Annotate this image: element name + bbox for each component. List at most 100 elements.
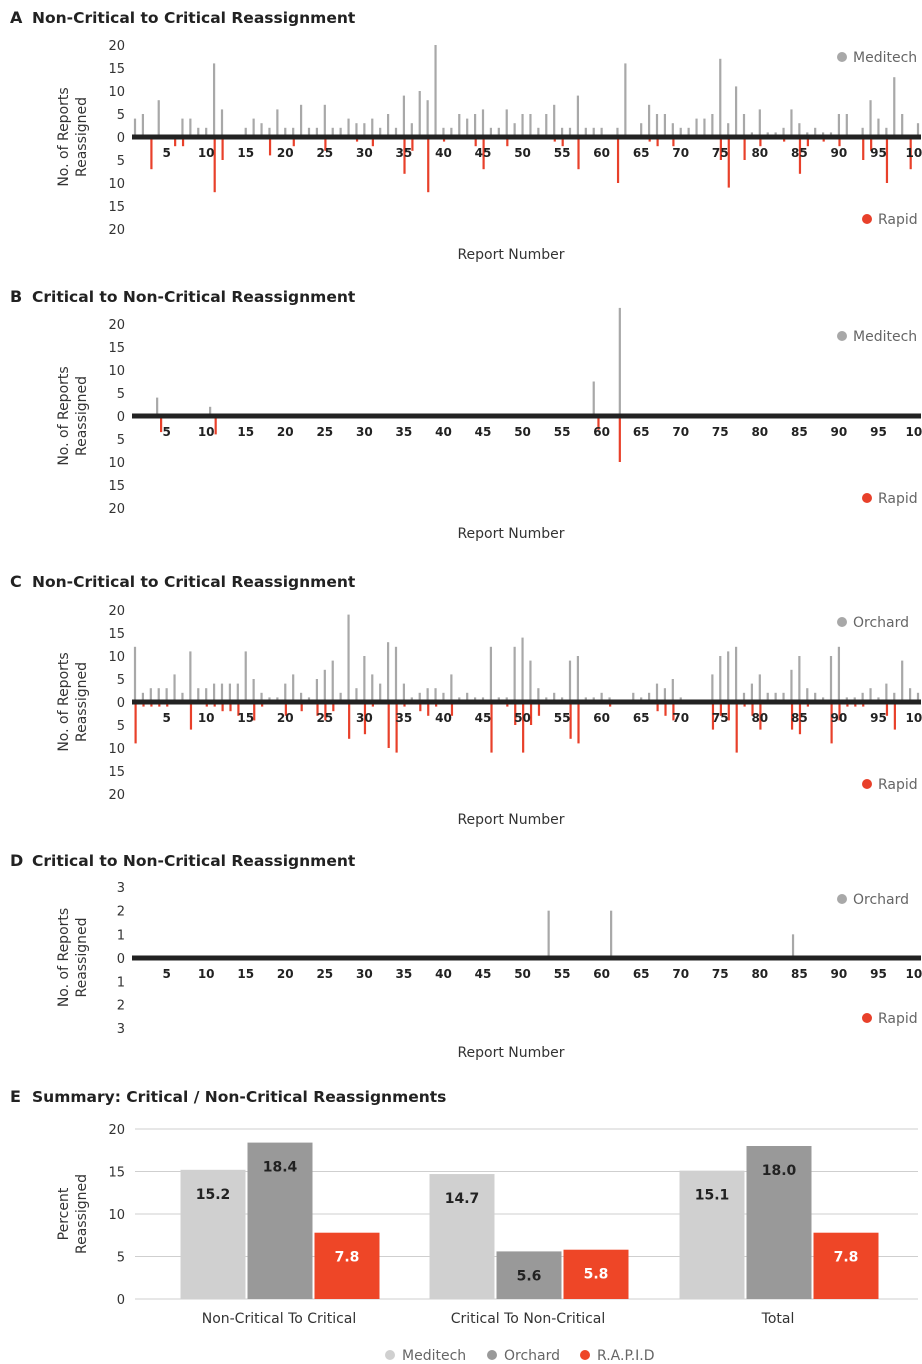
bar-orchard xyxy=(157,688,160,702)
bar-meditech xyxy=(347,118,350,137)
bar-orchard xyxy=(299,692,303,702)
x-tick-label: 55 xyxy=(554,425,571,439)
x-tick-label: 90 xyxy=(831,711,848,725)
x-tick-label: 5 xyxy=(162,967,170,981)
bar-rapid xyxy=(743,137,746,160)
x-tick-label: 30 xyxy=(356,711,373,725)
bar-orchard xyxy=(442,692,445,702)
x-tick-label: 20 xyxy=(277,711,294,725)
y-axis-title-line2: Reassigned xyxy=(74,662,90,742)
y-tick-label: 2 xyxy=(117,905,125,920)
bar-meditech xyxy=(260,123,263,137)
bar-orchard xyxy=(632,692,635,702)
bar-meditech xyxy=(339,127,342,137)
bar-orchard xyxy=(719,656,722,702)
x-tick-label: 100 xyxy=(905,711,922,725)
bar-rapid xyxy=(450,702,454,716)
bar-rapid xyxy=(656,137,659,147)
x-tick-label: 65 xyxy=(633,711,650,725)
bar-meditech xyxy=(379,127,382,137)
x-tick-label: 90 xyxy=(831,425,848,439)
bar-rapid xyxy=(268,137,272,156)
bar-orchard xyxy=(247,1142,313,1299)
x-tick-label: 25 xyxy=(316,967,333,981)
bar-rapid xyxy=(751,702,754,716)
bar-meditech xyxy=(869,100,872,137)
y-tick-label: 20 xyxy=(108,1123,125,1138)
bar-meditech xyxy=(252,118,255,137)
bar-orchard xyxy=(734,646,738,702)
bar-meditech xyxy=(466,118,469,137)
panel-e-chart: 0 5 10 15 20 15.2 18.4 7.8 Non-Critical To Criti… xyxy=(56,1123,918,1364)
bar-orchard xyxy=(331,660,334,702)
bar-meditech xyxy=(331,127,334,137)
x-tick-label: 35 xyxy=(396,425,413,439)
bar-orchard xyxy=(371,674,374,702)
bar-orchard xyxy=(363,656,366,702)
bar-meditech xyxy=(916,123,920,137)
bar-rapid xyxy=(403,137,406,174)
y-tick-label: 0 xyxy=(117,952,125,967)
bar-orchard xyxy=(576,656,580,702)
bar-meditech xyxy=(861,127,864,137)
y-axis-title-line2: Reassigned xyxy=(74,97,90,177)
x-axis-title: Report Number xyxy=(457,1045,564,1061)
bar-orchard xyxy=(663,688,667,702)
x-tick-label: 95 xyxy=(870,711,887,725)
panel-c-letter: C xyxy=(10,572,22,591)
bar-meditech xyxy=(197,127,200,137)
y-axis-title-line2: Reassigned xyxy=(74,917,90,997)
data-label: 15.2 xyxy=(196,1187,231,1203)
x-axis-title: Report Number xyxy=(457,247,564,263)
bar-meditech xyxy=(687,127,690,137)
y-tick-label: 5 xyxy=(117,719,125,734)
bar-meditech xyxy=(790,109,793,137)
bar-orchard xyxy=(205,688,208,702)
bar-orchard xyxy=(916,692,920,702)
x-tick-label: 40 xyxy=(435,711,452,725)
bar-rapid xyxy=(427,137,430,193)
bar-orchard xyxy=(547,910,550,958)
bar-rapid xyxy=(561,137,564,147)
x-tick-label: 50 xyxy=(514,146,531,160)
x-tick-label: 10 xyxy=(198,967,215,981)
legend-label-meditech: Meditech xyxy=(853,50,917,66)
x-tick-label: 55 xyxy=(554,711,571,725)
bar-orchard xyxy=(252,679,255,702)
x-tick-label: 30 xyxy=(356,967,373,981)
legend-dot-orchard xyxy=(487,1350,497,1360)
bar-meditech xyxy=(742,114,746,137)
y-tick-label: 20 xyxy=(108,604,125,619)
x-tick-label: 85 xyxy=(791,967,808,981)
bar-meditech xyxy=(618,307,621,416)
y-tick-label: 3 xyxy=(117,1022,125,1037)
y-axis-title: No. of Reports Reassigned xyxy=(56,366,90,465)
x-tick-label: 70 xyxy=(672,711,689,725)
y-tick-label: 15 xyxy=(108,479,125,494)
y-tick-label: 15 xyxy=(108,627,125,642)
x-tick-label: 70 xyxy=(672,967,689,981)
bar-meditech xyxy=(133,118,137,137)
x-tick-label: 20 xyxy=(277,967,294,981)
bar-meditech xyxy=(497,127,500,137)
bar-rapid xyxy=(597,416,600,430)
legend-label-orchard: Orchard xyxy=(853,892,909,908)
y-axis-title-line2: Reassigned xyxy=(74,376,90,456)
bar-meditech xyxy=(814,127,817,137)
panel-b-letter: B xyxy=(10,287,23,306)
bar-orchard xyxy=(750,683,754,702)
bar-orchard xyxy=(521,637,524,702)
bar-orchard xyxy=(837,646,841,702)
y-tick-label: 3 xyxy=(117,881,125,896)
bar-meditech xyxy=(782,127,785,137)
bar-orchard xyxy=(386,642,390,702)
legend-label-orchard: Orchard xyxy=(853,615,909,631)
bar-orchard xyxy=(610,910,613,958)
bar-rapid xyxy=(870,137,873,151)
bar-meditech xyxy=(276,109,279,137)
bar-meditech xyxy=(576,95,580,137)
panel-d-title: D Critical to Non-Critical Reassignment xyxy=(10,851,355,870)
bar-orchard xyxy=(212,683,216,702)
bar-meditech xyxy=(402,95,406,137)
